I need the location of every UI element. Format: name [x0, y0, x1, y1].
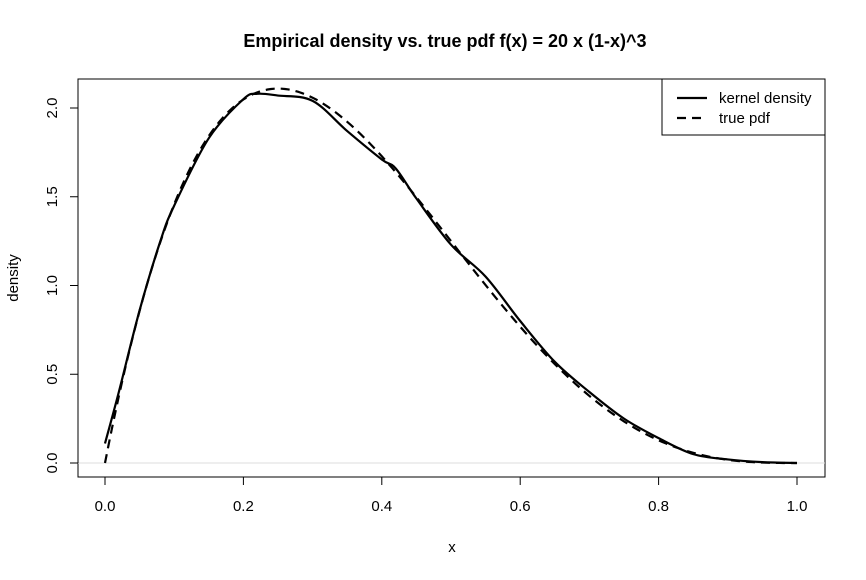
y-axis: 0.0 0.5 1.0 1.5 2.0 — [44, 98, 79, 474]
x-tick-label: 0.6 — [510, 498, 531, 515]
y-tick-label: 2.0 — [44, 98, 61, 119]
legend-label-kernel-density: kernel density — [719, 90, 812, 107]
legend-label-true-pdf: true pdf — [719, 110, 771, 127]
series-layer — [103, 87, 798, 465]
plot-frame — [77, 78, 826, 478]
y-tick-label: 0.0 — [44, 453, 61, 474]
x-tick-label: 1.0 — [787, 498, 808, 515]
y-tick-label: 1.5 — [44, 186, 61, 207]
series-line-true-pdf — [103, 87, 797, 465]
x-axis: 0.0 0.2 0.4 0.6 0.8 1.0 — [95, 476, 808, 515]
legend-box — [661, 78, 826, 136]
y-axis-label: density — [5, 254, 22, 302]
chart-title: Empirical density vs. true pdf f(x) = 20… — [243, 31, 646, 51]
x-tick-label: 0.2 — [233, 498, 254, 515]
x-tick-label: 0.4 — [371, 498, 392, 515]
x-tick-label: 0.0 — [95, 498, 116, 515]
series-line-kernel-density — [103, 92, 798, 465]
y-tick-label: 1.0 — [44, 275, 61, 296]
x-axis-label: x — [448, 539, 456, 556]
y-tick-label: 0.5 — [44, 364, 61, 385]
legend: kernel density true pdf — [661, 78, 826, 136]
x-tick-label: 0.8 — [648, 498, 669, 515]
